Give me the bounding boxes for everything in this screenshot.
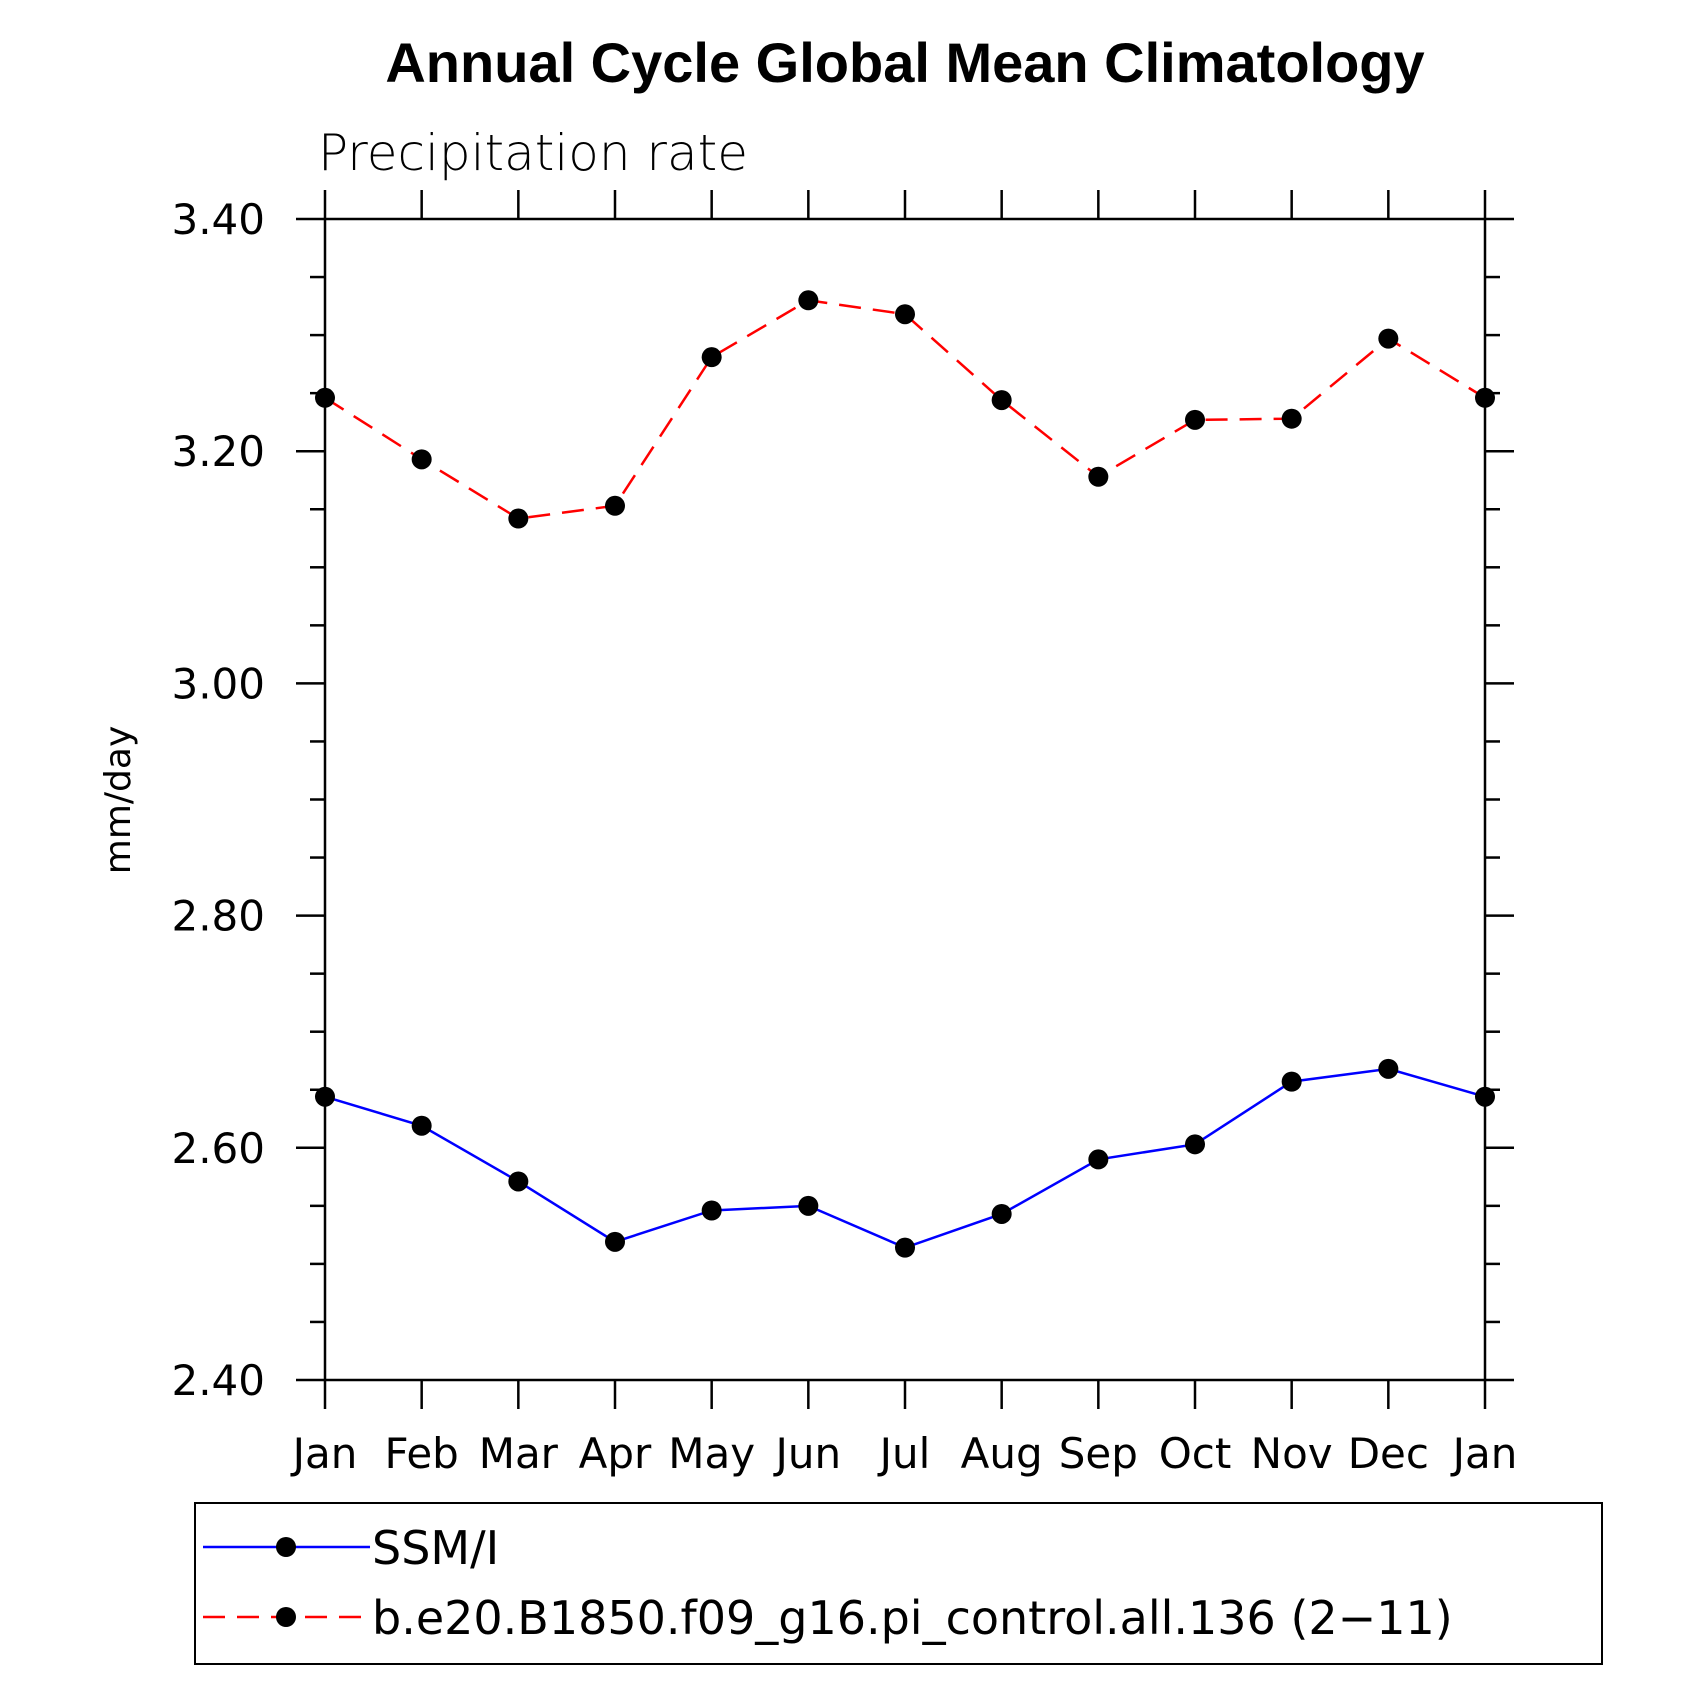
data-point-0 [315,1086,335,1107]
x-tick-labels: Jan Feb Mar Apr May Jun Jul Aug Sep Oct Nov Dec Jan [290,1429,1518,1478]
data-point-0 [1185,1134,1205,1155]
series-line-1 [324,298,1486,520]
axes [296,190,1514,1409]
x-tick-label: Feb [384,1429,458,1478]
data-point-1 [1475,387,1495,408]
x-tick-label: Nov [1251,1429,1333,1478]
series-markers [315,290,1495,1258]
plot-frame [323,217,1487,1382]
legend-label-model: b.e20.B1850.f09_g16.pi_control.all.136 (… [372,1591,1453,1645]
y-tick-label: 2.80 [171,892,265,941]
y-tick-labels: 2.40 2.60 2.80 3.00 3.20 3.40 [171,195,265,1405]
data-point-1 [991,390,1012,411]
legend-marker-model [276,1607,296,1627]
data-point-0 [701,1200,722,1221]
y-tick-label: 3.20 [171,427,265,476]
data-point-1 [605,495,625,516]
y-tick-label: 3.00 [171,659,265,708]
legend-box [194,1502,1603,1665]
data-point-1 [1378,328,1399,349]
y-tick-label: 3.40 [171,195,265,244]
data-point-0 [411,1115,432,1136]
x-tick-label: May [668,1429,755,1478]
data-point-1 [1281,408,1302,429]
x-tick-label: Apr [579,1429,652,1478]
data-point-1 [798,290,819,311]
data-point-1 [508,508,529,529]
x-tick-label: Jun [773,1429,842,1478]
data-point-0 [798,1195,819,1216]
series-line-0 [324,1067,1486,1249]
x-tick-label: Jan [1450,1429,1518,1478]
x-tick-label: Aug [961,1429,1043,1478]
y-tick-label: 2.40 [171,1356,265,1405]
data-point-0 [1378,1058,1399,1079]
x-tick-label: Jul [877,1429,931,1478]
data-point-0 [991,1203,1012,1224]
chart-title: Annual Cycle Global Mean Climatology [385,31,1424,94]
data-point-0 [1088,1149,1109,1170]
data-point-0 [895,1237,915,1258]
legend-marker-ssmi [276,1537,296,1557]
data-point-1 [1185,409,1205,430]
data-point-1 [701,347,722,368]
x-tick-label: Oct [1159,1429,1232,1478]
data-point-1 [895,304,915,325]
x-tick-label: Mar [479,1429,559,1478]
data-point-0 [605,1231,625,1252]
data-point-1 [315,387,335,408]
data-point-0 [1281,1071,1302,1092]
legend-label-ssmi: SSM/I [372,1521,499,1575]
x-tick-label: Dec [1348,1429,1429,1478]
legend: SSM/I b.e20.B1850.f09_g16.pi_control.all… [194,1502,1603,1665]
y-tick-label: 2.60 [171,1124,265,1173]
x-tick-label: Sep [1059,1429,1138,1478]
y-axis-label: mm/day [98,726,139,874]
data-point-1 [1088,466,1109,487]
data-point-0 [1475,1086,1495,1107]
series-lines [324,298,1486,1249]
chart-subtitle: Precipitation rate [318,124,748,182]
data-point-0 [508,1171,529,1192]
data-point-1 [411,449,432,470]
x-tick-label: Jan [290,1429,358,1478]
